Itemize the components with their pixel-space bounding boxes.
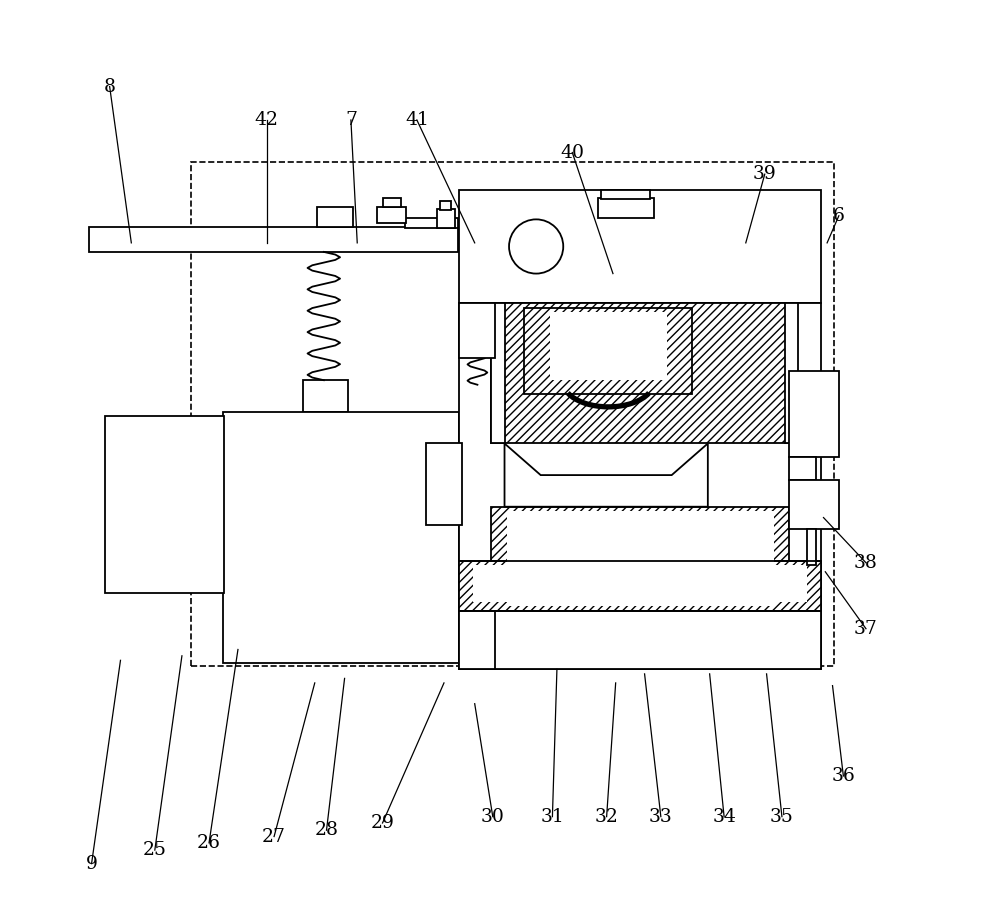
Text: 42: 42 [255,111,279,129]
Text: 32: 32 [595,807,619,825]
Bar [524,308,692,394]
Bar [459,190,821,303]
Bar [89,226,458,252]
Bar [491,303,789,443]
Text: 8: 8 [104,78,116,96]
Bar [459,561,821,611]
Bar [789,480,839,529]
Text: 26: 26 [197,834,221,852]
Text: 38: 38 [854,554,878,572]
Bar [459,611,495,670]
Bar [807,529,816,566]
Bar [105,416,224,593]
Text: 7: 7 [345,111,357,129]
Bar [383,197,401,206]
Bar [459,303,821,670]
Bar [598,197,654,217]
Bar [491,303,505,443]
Text: 27: 27 [262,827,286,845]
Bar [785,303,798,443]
Bar [405,217,458,228]
Bar [789,457,816,480]
Bar [507,511,774,606]
Text: 9: 9 [86,854,98,872]
Bar [524,308,692,394]
Text: 6: 6 [833,206,845,224]
Text: 37: 37 [854,620,878,638]
Text: 34: 34 [712,807,736,825]
Bar [440,201,451,210]
Bar [601,190,650,199]
Text: 39: 39 [753,166,777,183]
Bar [317,206,353,226]
Bar [426,443,462,525]
Text: 30: 30 [481,807,505,825]
Text: 28: 28 [315,821,339,839]
Polygon shape [505,443,708,507]
Bar [223,412,459,663]
Text: 35: 35 [770,807,794,825]
Bar [473,566,807,602]
Bar [789,371,839,457]
Bar [303,380,348,412]
Text: 31: 31 [541,807,564,825]
Bar [491,507,789,611]
Text: 41: 41 [405,111,429,129]
Text: 29: 29 [371,814,394,832]
Text: 33: 33 [649,807,673,825]
Bar [550,312,667,380]
Bar [459,611,821,670]
Bar [191,161,834,666]
Bar [377,206,406,223]
Text: 36: 36 [831,767,855,785]
Bar [437,208,455,228]
Bar [459,303,495,357]
Text: 40: 40 [560,144,584,161]
Text: 25: 25 [143,841,167,859]
